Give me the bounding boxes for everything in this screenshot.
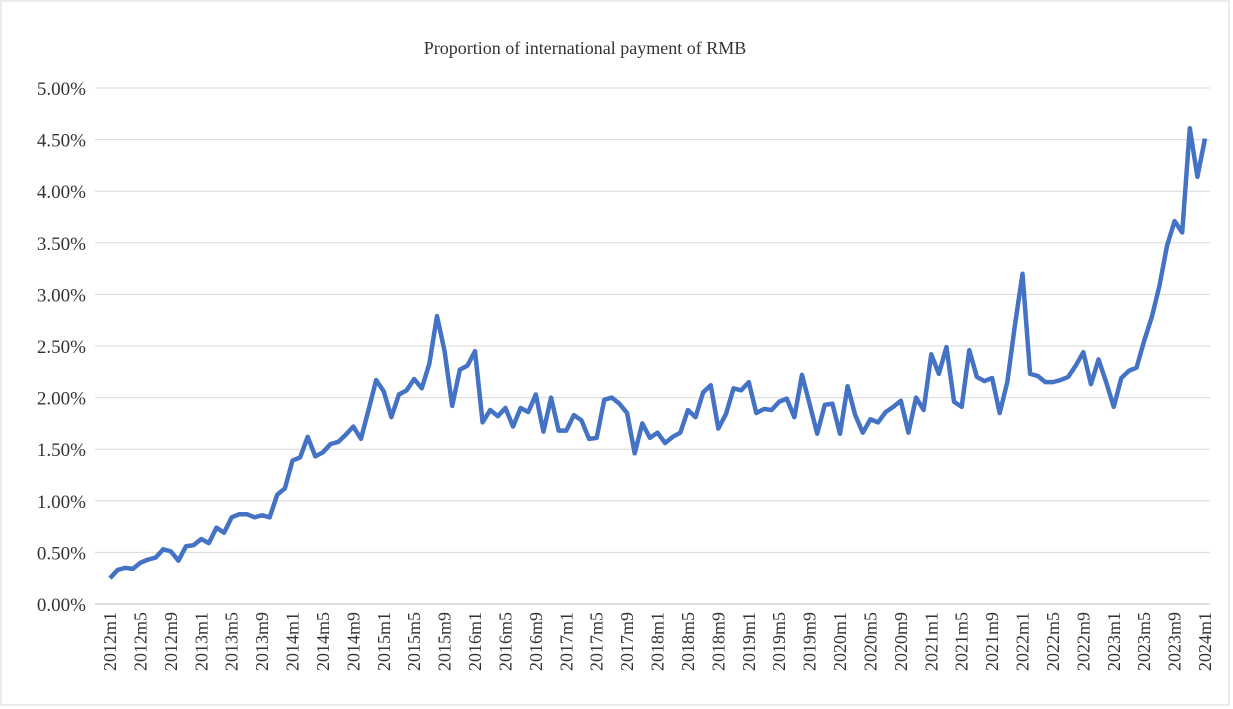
data-line bbox=[108, 126, 1208, 580]
x-tick-label: 2017m1 bbox=[556, 612, 576, 671]
x-tick-label: 2016m5 bbox=[495, 612, 515, 671]
x-tick-label: 2021m1 bbox=[921, 612, 941, 671]
x-tick-label: 2024m1 bbox=[1195, 612, 1215, 671]
x-tick-label: 2022m5 bbox=[1043, 612, 1063, 671]
y-tick-label: 4.00% bbox=[37, 182, 86, 203]
x-tick-label: 2017m5 bbox=[587, 612, 607, 671]
x-tick-label: 2022m1 bbox=[1013, 612, 1033, 671]
x-tick-label: 2015m5 bbox=[404, 612, 424, 671]
y-tick-label: 0.50% bbox=[37, 543, 86, 564]
x-tick-label: 2023m9 bbox=[1165, 612, 1185, 671]
x-tick-label: 2019m1 bbox=[739, 612, 759, 671]
x-tick-label: 2018m9 bbox=[708, 612, 728, 671]
x-tick-label: 2016m9 bbox=[526, 612, 546, 671]
x-tick-label: 2018m1 bbox=[648, 612, 668, 671]
x-tick-label: 2014m1 bbox=[283, 612, 303, 671]
x-tick-label: 2022m9 bbox=[1073, 612, 1093, 671]
y-tick-label: 2.00% bbox=[37, 389, 86, 410]
x-tick-label: 2021m9 bbox=[982, 612, 1002, 671]
x-tick-label: 2013m5 bbox=[222, 612, 242, 671]
x-tick-label: 2020m5 bbox=[860, 612, 880, 671]
x-tick-label: 2015m1 bbox=[374, 612, 394, 671]
y-tick-label: 3.50% bbox=[37, 234, 86, 255]
x-tick-label: 2012m1 bbox=[100, 612, 120, 671]
x-tick-label: 2020m9 bbox=[891, 612, 911, 671]
x-tick-label: 2018m5 bbox=[678, 612, 698, 671]
chart-title: Proportion of international payment of R… bbox=[424, 38, 746, 58]
x-tick-label: 2020m1 bbox=[830, 612, 850, 671]
x-tick-label: 2021m5 bbox=[952, 612, 972, 671]
y-tick-label: 2.50% bbox=[37, 337, 86, 358]
y-tick-label: 4.50% bbox=[37, 131, 86, 152]
x-tick-label: 2017m9 bbox=[617, 612, 637, 671]
y-tick-label: 5.00% bbox=[37, 79, 86, 100]
x-tick-label: 2023m1 bbox=[1104, 612, 1124, 671]
x-tick-label: 2013m9 bbox=[252, 612, 272, 671]
x-tick-label: 2019m5 bbox=[769, 612, 789, 671]
x-tick-label: 2019m9 bbox=[800, 612, 820, 671]
x-tick-label: 2012m5 bbox=[130, 612, 150, 671]
x-tick-label: 2014m5 bbox=[313, 612, 333, 671]
x-tick-label: 2016m1 bbox=[465, 612, 485, 671]
x-tick-label: 2023m5 bbox=[1134, 612, 1154, 671]
x-tick-label: 2015m9 bbox=[435, 612, 455, 671]
y-tick-label: 1.00% bbox=[37, 492, 86, 513]
y-tick-label: 1.50% bbox=[37, 440, 86, 461]
x-tick-label: 2014m9 bbox=[343, 612, 363, 671]
y-tick-label: 0.00% bbox=[37, 595, 86, 616]
x-tick-label: 2012m9 bbox=[161, 612, 181, 671]
x-tick-label: 2013m1 bbox=[191, 612, 211, 671]
y-tick-label: 3.00% bbox=[37, 285, 86, 306]
